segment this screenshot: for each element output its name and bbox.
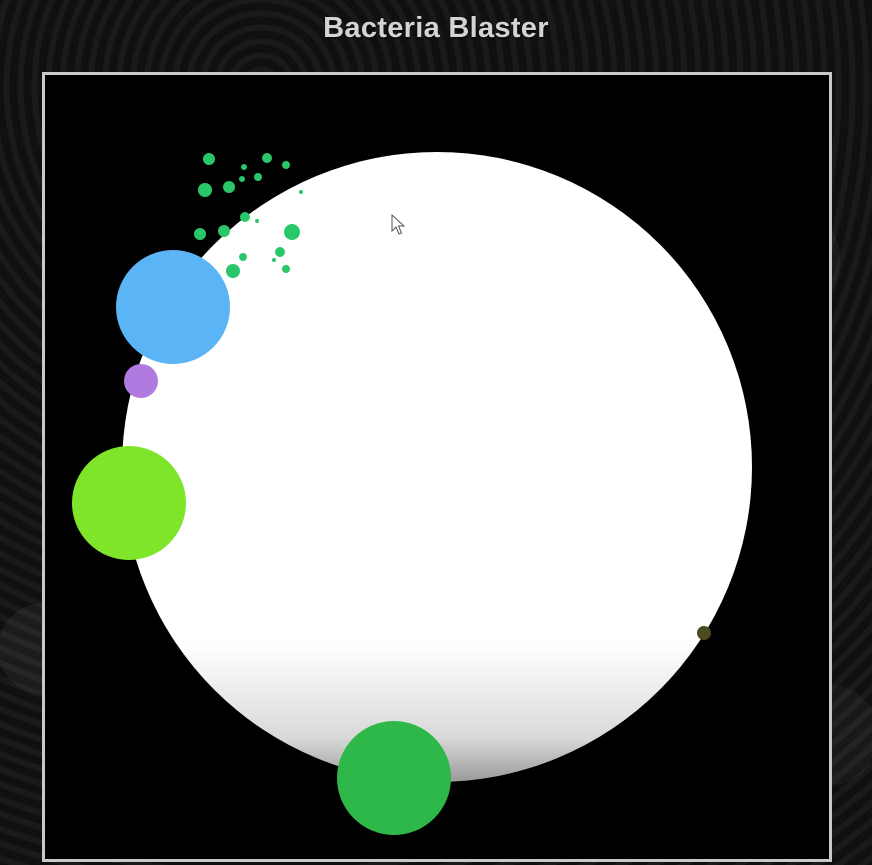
- bacteria-purple[interactable]: [124, 364, 158, 398]
- particle: [198, 183, 212, 197]
- particle: [203, 153, 215, 165]
- game-canvas[interactable]: [42, 72, 832, 862]
- particle: [223, 181, 235, 193]
- particle: [254, 173, 262, 181]
- particle: [299, 190, 303, 194]
- particle: [282, 161, 290, 169]
- particle: [239, 253, 247, 261]
- game-title: Bacteria Blaster: [323, 12, 549, 44]
- particle: [194, 228, 206, 240]
- particle: [239, 176, 245, 182]
- petri-dish[interactable]: [122, 152, 752, 782]
- particle: [255, 219, 259, 223]
- particle: [226, 264, 240, 278]
- bacteria-olive[interactable]: [697, 626, 711, 640]
- particle: [241, 164, 247, 170]
- bacteria-lime[interactable]: [72, 446, 186, 560]
- particle: [284, 224, 300, 240]
- game-board[interactable]: [45, 75, 829, 859]
- particle: [275, 247, 285, 257]
- particle: [262, 153, 272, 163]
- particle: [272, 258, 276, 262]
- particle: [282, 265, 290, 273]
- particle: [218, 225, 230, 237]
- bacteria-green[interactable]: [337, 721, 451, 835]
- mouse-pointer-icon: [391, 213, 406, 235]
- particle: [240, 212, 250, 222]
- bacteria-blue[interactable]: [116, 250, 230, 364]
